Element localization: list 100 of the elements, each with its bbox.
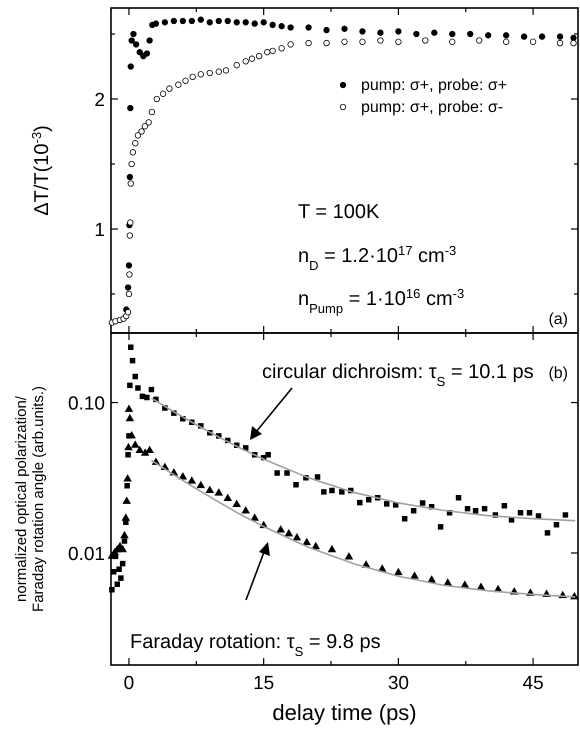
point bbox=[118, 545, 127, 552]
point bbox=[476, 37, 482, 44]
point bbox=[410, 572, 419, 579]
point bbox=[170, 18, 178, 24]
point bbox=[284, 529, 293, 536]
point bbox=[190, 74, 196, 80]
point bbox=[422, 37, 428, 44]
point bbox=[122, 496, 131, 504]
point bbox=[136, 446, 144, 453]
point bbox=[160, 90, 166, 97]
point bbox=[206, 70, 213, 76]
point bbox=[341, 38, 348, 45]
point bbox=[196, 481, 205, 488]
point bbox=[138, 128, 145, 135]
point bbox=[242, 58, 249, 64]
x-tick-label: 30 bbox=[388, 673, 409, 694]
point bbox=[269, 22, 276, 28]
point bbox=[224, 494, 232, 502]
point bbox=[124, 309, 132, 316]
point bbox=[198, 16, 204, 23]
point bbox=[128, 63, 134, 70]
point bbox=[502, 32, 510, 38]
y-tick-label: 2 bbox=[94, 90, 105, 111]
point bbox=[132, 41, 140, 48]
point bbox=[449, 30, 456, 38]
point bbox=[120, 531, 128, 538]
point bbox=[206, 19, 213, 26]
point bbox=[328, 545, 336, 552]
point bbox=[256, 52, 262, 60]
point bbox=[130, 149, 136, 156]
point bbox=[520, 33, 528, 40]
point bbox=[538, 33, 546, 40]
point bbox=[126, 290, 132, 298]
point bbox=[377, 37, 384, 44]
point bbox=[178, 472, 187, 480]
point bbox=[449, 38, 456, 45]
point bbox=[122, 514, 130, 521]
point bbox=[180, 18, 186, 24]
point bbox=[214, 488, 223, 496]
point bbox=[127, 104, 134, 112]
point bbox=[188, 476, 196, 484]
point bbox=[394, 568, 402, 576]
y-tick-label: 0.01 bbox=[68, 544, 105, 565]
x-tick-label: 45 bbox=[522, 673, 544, 694]
point bbox=[146, 119, 152, 126]
point bbox=[125, 404, 133, 412]
point bbox=[485, 32, 492, 38]
point bbox=[198, 71, 204, 78]
annotation: T = 100K bbox=[298, 201, 380, 223]
point bbox=[264, 49, 270, 56]
point bbox=[124, 443, 132, 450]
point bbox=[136, 49, 143, 56]
point bbox=[278, 23, 285, 30]
point bbox=[154, 96, 160, 102]
point bbox=[359, 28, 366, 35]
point bbox=[126, 174, 134, 180]
point bbox=[570, 40, 577, 46]
point bbox=[216, 68, 222, 75]
point bbox=[182, 78, 189, 84]
point bbox=[146, 37, 153, 44]
legend-label: pump: σ+, probe: σ- bbox=[361, 99, 504, 116]
point bbox=[345, 552, 353, 560]
point bbox=[359, 38, 366, 45]
point bbox=[276, 526, 285, 533]
point bbox=[377, 30, 384, 36]
point bbox=[130, 30, 137, 38]
point bbox=[126, 271, 133, 278]
point bbox=[128, 180, 134, 187]
point bbox=[144, 50, 150, 57]
point bbox=[232, 500, 241, 507]
point bbox=[124, 474, 132, 482]
point bbox=[127, 219, 134, 226]
point bbox=[287, 41, 294, 48]
annotation: n$_{D}$ = 1.2·10$^{17}$ cm$^{-3}$ bbox=[298, 242, 456, 272]
point bbox=[206, 486, 214, 494]
y-tick-label: 1 bbox=[94, 220, 105, 241]
point bbox=[556, 33, 564, 40]
point bbox=[278, 45, 285, 52]
point bbox=[234, 19, 240, 26]
point bbox=[556, 40, 564, 46]
point bbox=[242, 19, 249, 26]
point bbox=[395, 38, 402, 45]
point bbox=[431, 30, 438, 36]
point bbox=[126, 414, 134, 422]
point bbox=[323, 40, 330, 46]
point bbox=[530, 38, 536, 45]
point bbox=[395, 28, 402, 35]
x-tick-label: 15 bbox=[253, 673, 274, 694]
point bbox=[287, 24, 294, 31]
point bbox=[260, 19, 267, 26]
point bbox=[124, 284, 132, 291]
y-tick-label: 0.10 bbox=[68, 394, 105, 415]
point bbox=[146, 446, 154, 453]
legend-label: pump: σ+, probe: σ+ bbox=[361, 77, 508, 94]
point bbox=[142, 123, 148, 130]
point bbox=[152, 20, 160, 27]
point bbox=[128, 160, 135, 168]
point bbox=[269, 48, 276, 54]
x-axis-title: delay time (ps) bbox=[272, 700, 417, 725]
point bbox=[131, 440, 140, 448]
